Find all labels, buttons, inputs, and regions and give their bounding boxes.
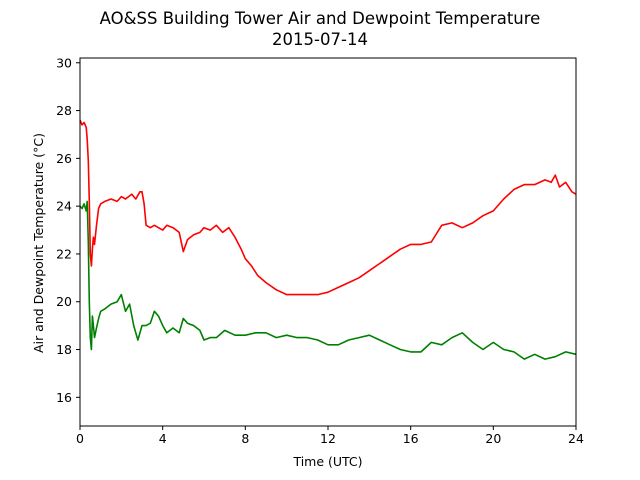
x-tick-label: 16 [403, 431, 419, 446]
x-tick-label: 0 [76, 431, 84, 446]
y-tick-label: 24 [56, 199, 72, 214]
chart-title: AO&SS Building Tower Air and Dewpoint Te… [100, 9, 541, 28]
plot-background [80, 58, 576, 426]
y-tick-label: 18 [56, 342, 72, 357]
y-tick-label: 22 [56, 246, 72, 261]
x-tick-label: 8 [241, 431, 249, 446]
x-tick-label: 24 [568, 431, 584, 446]
x-tick-label: 4 [159, 431, 167, 446]
series-line-air-temperature [79, 119, 577, 296]
series-line-dewpoint [79, 200, 577, 360]
plot-area [80, 58, 576, 426]
y-tick-label: 28 [56, 103, 72, 118]
y-axis-label: Air and Dewpoint Temperature (°C) [31, 133, 46, 353]
series-layer [79, 119, 577, 360]
y-tick-label: 30 [56, 55, 72, 70]
x-axis-label: Time (UTC) [292, 454, 362, 469]
chart-subtitle: 2015-07-14 [272, 30, 368, 49]
x-tick-label: 12 [320, 431, 336, 446]
x-tick-label: 20 [485, 431, 501, 446]
y-tick-label: 16 [56, 390, 72, 405]
axes-layer: 0 4 8 12 16 20 24 16 18 20 22 24 26 28 30 [56, 55, 584, 446]
y-tick-label: 26 [56, 151, 72, 166]
y-tick-label: 20 [56, 294, 72, 309]
